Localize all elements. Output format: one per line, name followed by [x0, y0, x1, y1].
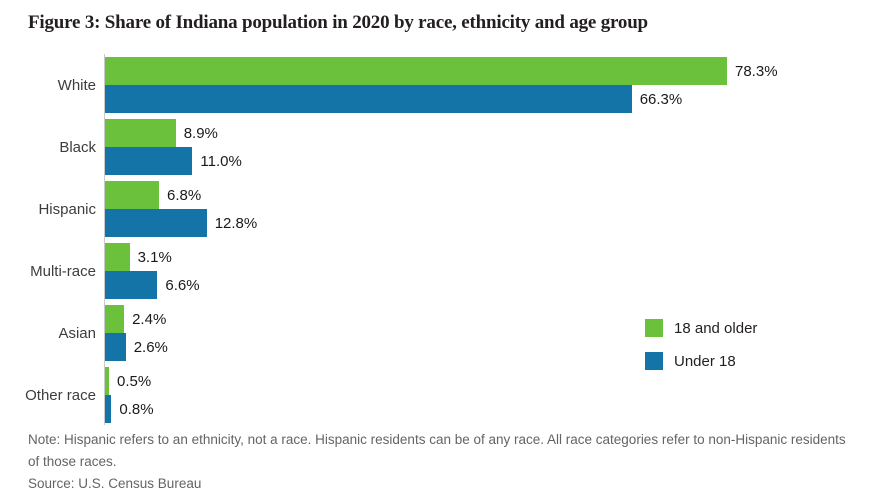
- value-label-under-18: 12.8%: [214, 214, 258, 232]
- value-label-18-and-older: 78.3%: [735, 62, 778, 80]
- value-label-under-18: 0.8%: [119, 400, 154, 418]
- figure-title: Figure 3: Share of Indiana population in…: [28, 12, 648, 33]
- value-label-18-and-older: 2.4%: [132, 310, 167, 328]
- bar-pair: 78.3% 66.3%: [105, 57, 875, 113]
- bar-under-18: [105, 271, 158, 299]
- bar-pair: 3.1% 6.6%: [105, 243, 875, 299]
- legend-swatch-green-icon: [645, 319, 663, 337]
- legend-item-under-18: Under 18: [645, 352, 757, 370]
- bar-under-18: [105, 85, 632, 113]
- bar-under-18: [105, 395, 112, 423]
- bar-pair: 0.5% 0.8%: [105, 367, 875, 423]
- category-label: Asian: [58, 324, 96, 342]
- bar-18-and-older: [105, 57, 727, 85]
- category-label: Black: [59, 138, 96, 156]
- legend-label-18-and-older: 18 and older: [674, 319, 758, 337]
- value-label-18-and-older: 0.5%: [117, 372, 152, 390]
- legend-swatch-blue-icon: [645, 352, 663, 370]
- value-label-under-18: 6.6%: [165, 276, 200, 294]
- value-label-under-18: 2.6%: [133, 338, 168, 356]
- value-label-under-18: 11.0%: [200, 152, 242, 170]
- value-label-18-and-older: 3.1%: [137, 248, 172, 266]
- bar-group: Black 8.9% 11.0%: [0, 119, 875, 175]
- bar-under-18: [105, 147, 193, 175]
- bar-pair: 8.9% 11.0%: [105, 119, 875, 175]
- bar-18-and-older: [105, 243, 130, 271]
- bar-group: Other race 0.5% 0.8%: [0, 367, 875, 423]
- value-label-18-and-older: 6.8%: [167, 186, 202, 204]
- bar-18-and-older: [105, 119, 176, 147]
- legend-label-under-18: Under 18: [674, 352, 736, 370]
- value-label-under-18: 66.3%: [639, 90, 683, 108]
- bar-group: Asian 2.4% 2.6%: [0, 305, 875, 361]
- bar-group: Multi-race 3.1% 6.6%: [0, 243, 875, 299]
- bar-under-18: [105, 209, 207, 237]
- category-label: Other race: [25, 386, 96, 404]
- bar-pair: 6.8% 12.8%: [105, 181, 875, 237]
- y-axis-line: [104, 54, 105, 425]
- chart-source: Source: U.S. Census Bureau: [28, 476, 202, 491]
- category-label: White: [57, 76, 96, 94]
- bar-group: Hispanic 6.8% 12.8%: [0, 181, 875, 237]
- legend: 18 and older Under 18: [645, 319, 757, 370]
- category-label: Multi-race: [30, 262, 96, 280]
- chart-note: Note: Hispanic refers to an ethnicity, n…: [28, 432, 846, 469]
- bar-18-and-older: [105, 305, 125, 333]
- bar-pair: 2.4% 2.6%: [105, 305, 875, 361]
- bar-group: White 78.3% 66.3%: [0, 57, 875, 113]
- category-label: Hispanic: [38, 200, 96, 218]
- bar-under-18: [105, 333, 126, 361]
- value-label-18-and-older: 8.9%: [183, 124, 218, 142]
- bar-18-and-older: [105, 367, 109, 395]
- legend-item-18-and-older: 18 and older: [645, 319, 757, 337]
- bar-chart: White 78.3% 66.3% Black 8.9% 11.0%: [0, 57, 875, 423]
- bar-18-and-older: [105, 181, 159, 209]
